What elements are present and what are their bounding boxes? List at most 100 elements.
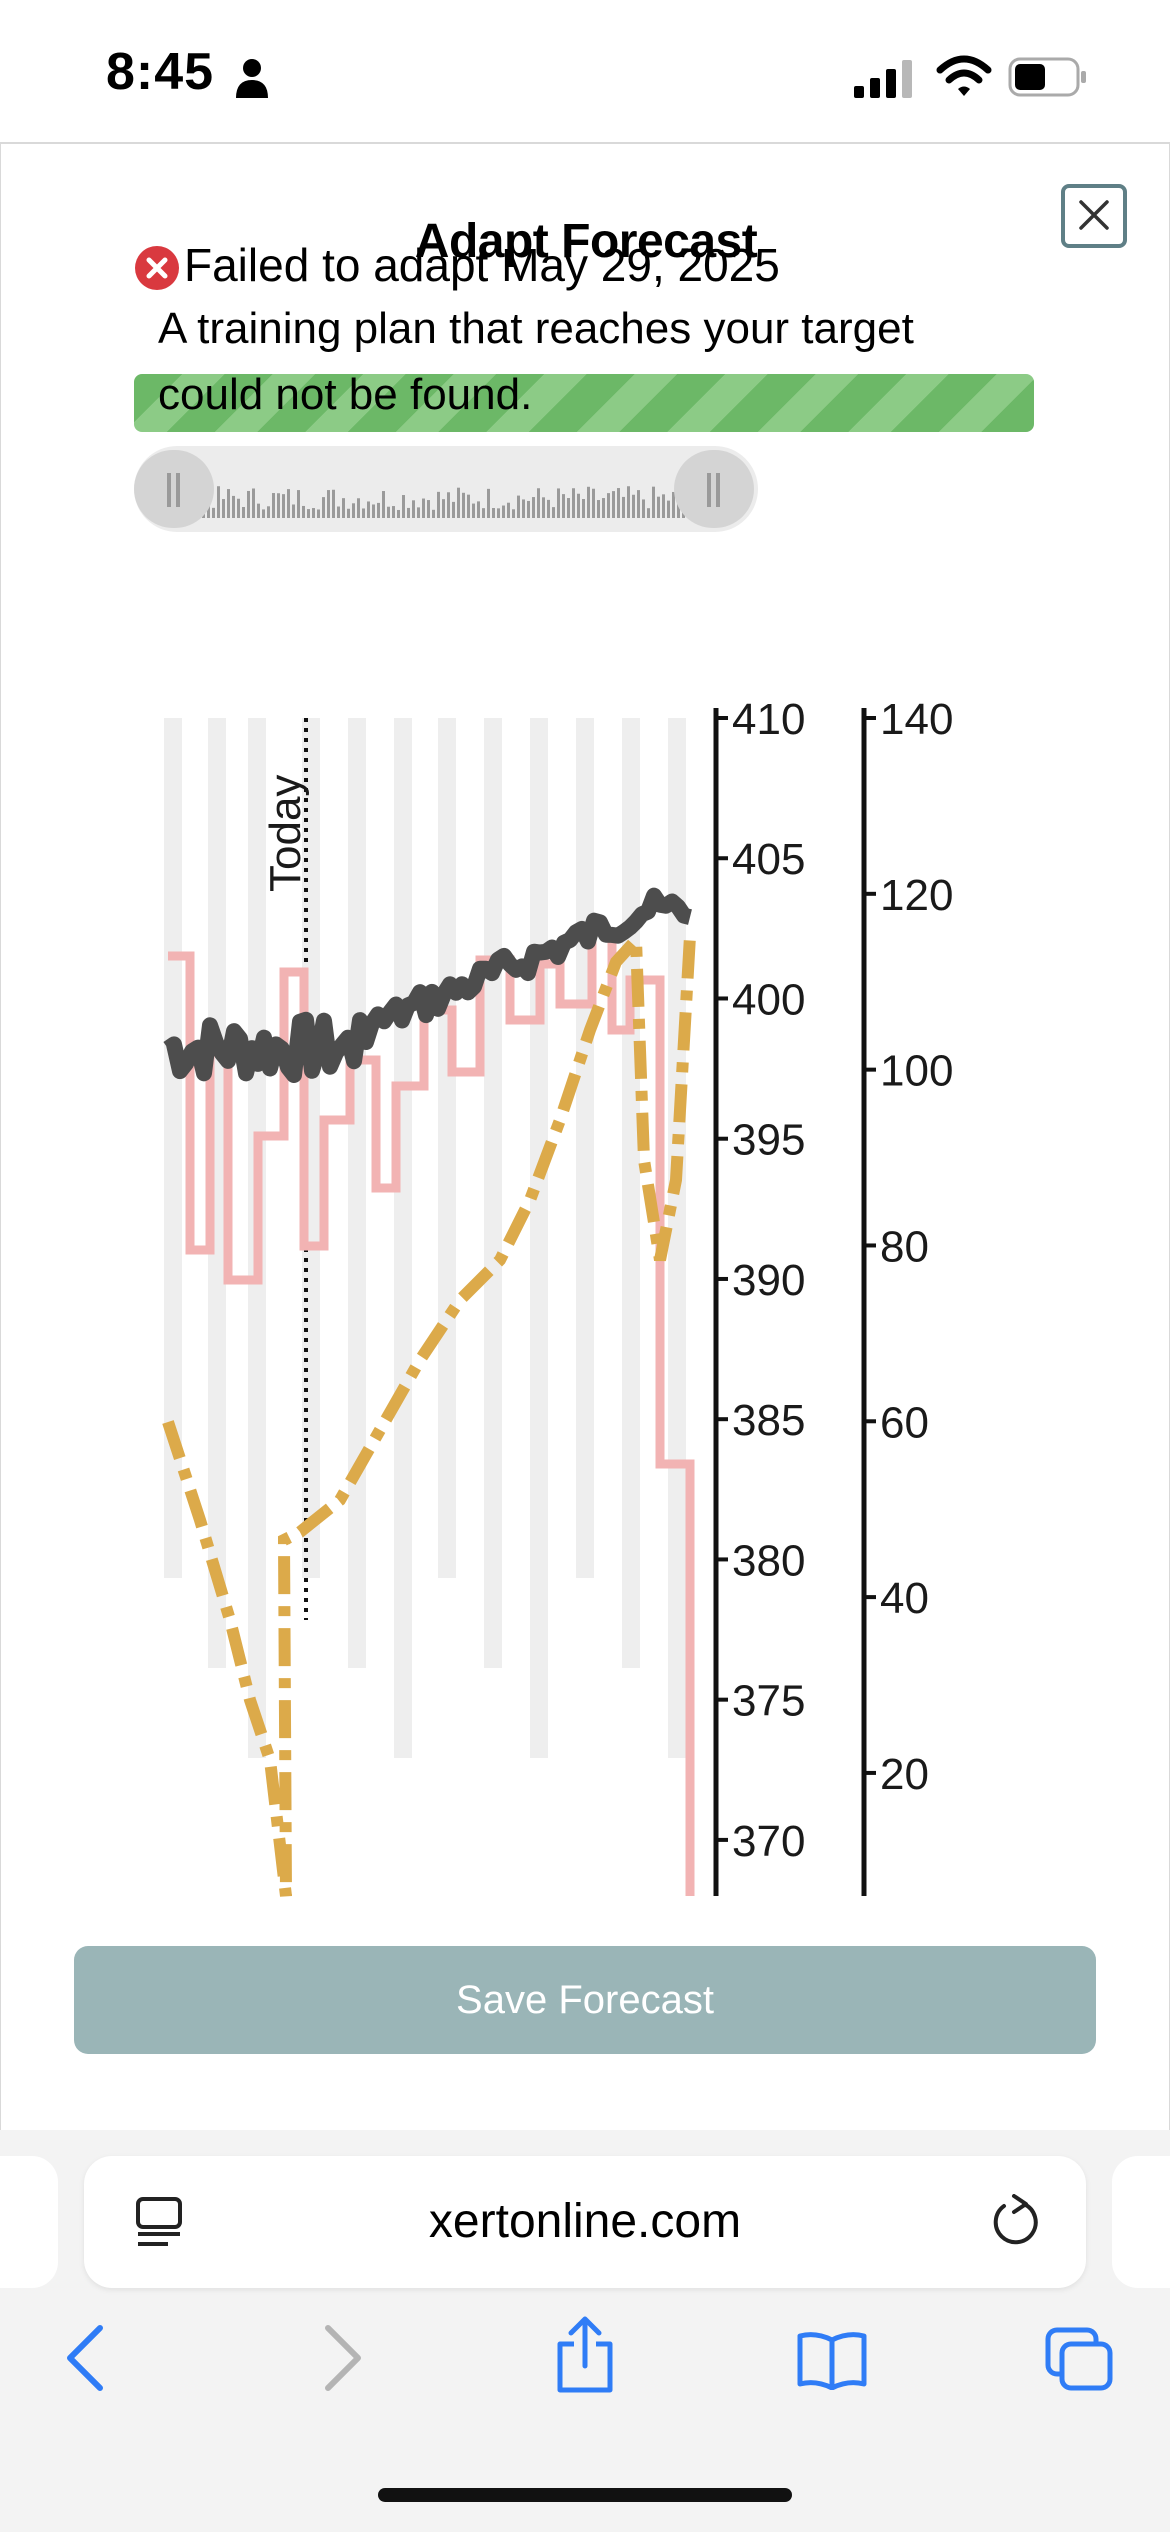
left-axis-tick-label: 395: [732, 1116, 805, 1165]
sparkline-bar: [322, 497, 325, 518]
tabs-icon[interactable]: [1044, 2326, 1116, 2392]
share-icon[interactable]: [554, 2316, 616, 2394]
sparkline-bar: [522, 499, 525, 518]
sparkline-bar: [257, 503, 260, 518]
sparkline-bar: [567, 498, 570, 518]
sparkline-bar: [272, 493, 275, 518]
sparkline-bar: [342, 498, 345, 518]
sparkline-bar: [527, 500, 530, 518]
sparkline-bar: [302, 505, 305, 518]
sparkline-bar: [622, 496, 625, 518]
right-axis-tick-label: 60: [880, 1398, 929, 1447]
url-text[interactable]: xertonline.com: [428, 2195, 742, 2248]
bookmarks-icon[interactable]: [796, 2330, 868, 2390]
close-button[interactable]: [1061, 184, 1127, 248]
workout-bar: [302, 718, 320, 1578]
left-axis-tick-label: 390: [732, 1256, 805, 1305]
left-axis-ticks: 410 405 400 395 390 385 380 375 370: [716, 700, 805, 1866]
sparkline-bar: [332, 489, 335, 518]
sparkline-bar: [307, 509, 310, 518]
next-tab-preview[interactable]: [1112, 2156, 1170, 2288]
sparkline-bar: [632, 494, 635, 518]
right-axis-tick-label: 80: [880, 1222, 929, 1271]
sparkline-bar: [377, 502, 380, 518]
range-overview-sparkline: [182, 486, 695, 518]
sparkline-bar: [262, 509, 265, 518]
address-bar[interactable]: [84, 2156, 1086, 2288]
date-range-slider[interactable]: [134, 446, 758, 532]
person-icon: [236, 59, 268, 98]
sparkline-bar: [637, 490, 640, 518]
workout-bar: [348, 718, 366, 1668]
workout-bar: [164, 718, 182, 1578]
save-forecast-button[interactable]: Save Forecast: [74, 1946, 1096, 2054]
sparkline-bar: [642, 499, 645, 518]
range-handle-right[interactable]: [674, 450, 754, 528]
sparkline-bar: [357, 498, 360, 518]
sparkline-bar: [627, 486, 630, 518]
close-icon: [1079, 200, 1109, 230]
sparkline-bar: [432, 509, 435, 518]
sparkline-bar: [557, 488, 560, 518]
workout-bar: [438, 718, 456, 1578]
sparkline-bar: [572, 488, 575, 518]
sparkline-bar: [347, 508, 350, 518]
sparkline-bar: [337, 506, 340, 518]
sparkline-bar: [497, 508, 500, 518]
forecast-chart: Today 410 405 400 395 390 385 380 375 370 140 120…: [162, 700, 953, 1897]
sparkline-bar: [562, 494, 565, 518]
dark-series-line: [163, 887, 692, 1083]
sparkline-bar: [327, 490, 330, 518]
reader-icon[interactable]: [134, 2196, 184, 2248]
workout-bar: [208, 718, 226, 1668]
sparkline-bar: [267, 506, 270, 518]
right-axis-tick-label: 100: [880, 1047, 953, 1096]
sparkline-bar: [472, 503, 475, 518]
today-label: Today: [261, 775, 310, 892]
sparkline-bar: [227, 489, 230, 518]
adapt-status-text: Failed to adapt May 29, 2025: [184, 239, 780, 291]
left-axis-tick-label: 400: [732, 975, 805, 1024]
sparkline-bar: [372, 504, 375, 518]
error-icon: [135, 246, 179, 290]
right-axis-tick-label: 140: [880, 700, 953, 744]
sparkline-bar: [412, 500, 415, 518]
sparkline-bar: [232, 495, 235, 518]
sparkline-bar: [477, 501, 480, 518]
sparkline-bar: [437, 491, 440, 518]
reload-icon[interactable]: [990, 2194, 1040, 2248]
right-axis-tick-label: 20: [880, 1750, 929, 1799]
home-indicator: [378, 2488, 792, 2502]
sparkline-bar: [212, 507, 215, 518]
status-bar: 8:45: [0, 0, 1170, 140]
workout-bar: [394, 718, 412, 1758]
battery-icon: [1008, 57, 1086, 97]
sparkline-bar: [297, 490, 300, 518]
left-axis-tick-label: 380: [732, 1536, 805, 1585]
left-axis-tick-label: 410: [732, 700, 805, 744]
sparkline-bar: [512, 509, 515, 518]
back-icon[interactable]: [64, 2324, 108, 2392]
sparkline-bar: [507, 502, 510, 518]
sparkline-bar: [362, 508, 365, 518]
sparkline-bar: [492, 508, 495, 518]
adapt-progress-bar: [134, 374, 1034, 432]
sparkline-bar: [422, 498, 425, 518]
sparkline-bar: [657, 496, 660, 518]
sparkline-bar: [447, 492, 450, 518]
previous-tab-preview[interactable]: [0, 2156, 58, 2288]
gold-series-line: [162, 925, 696, 1897]
sparkline-bar: [602, 498, 605, 518]
sparkline-bar: [617, 488, 620, 518]
sparkline-bar: [317, 509, 320, 518]
sparkline-bar: [352, 503, 355, 518]
left-axis-tick-label: 385: [732, 1396, 805, 1445]
sparkline-bar: [547, 499, 550, 518]
workout-bar: [484, 718, 502, 1668]
sparkline-bar: [672, 491, 675, 518]
sparkline-bar: [237, 498, 240, 518]
forward-icon[interactable]: [320, 2324, 364, 2392]
adapt-message-line-2: could not be found.: [158, 370, 533, 419]
range-handle-left[interactable]: [134, 450, 214, 528]
sparkline-bar: [452, 501, 455, 518]
